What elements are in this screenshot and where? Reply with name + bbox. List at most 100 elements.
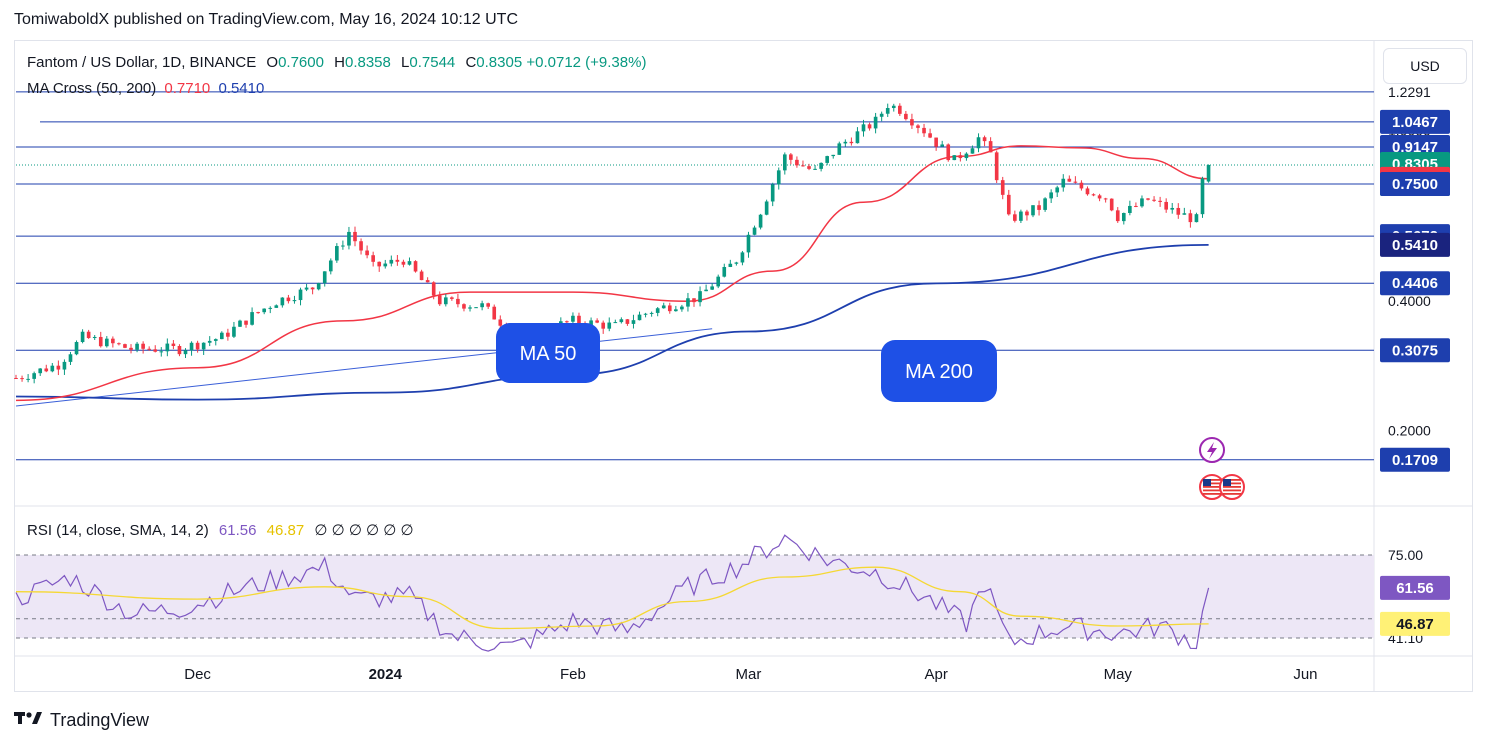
candle-body: [782, 154, 787, 171]
candle-body: [988, 141, 993, 153]
candle-body: [1158, 200, 1162, 202]
candle-body: [195, 342, 200, 350]
candle-body: [1140, 198, 1144, 207]
flag-stripe: [1203, 489, 1221, 492]
candle-body: [1128, 205, 1132, 214]
candle-body: [1194, 214, 1199, 223]
rsi-legend[interactable]: RSI (14, close, SMA, 14, 2) 61.56 46.87 …: [27, 521, 414, 539]
candle-body: [117, 343, 121, 345]
candle-body: [183, 350, 188, 355]
candle-body: [752, 227, 757, 235]
candle-body: [855, 131, 860, 144]
candle-body: [819, 162, 823, 169]
candle-body: [619, 319, 624, 323]
rsi-sma-line: [15, 566, 1209, 630]
candle-body: [728, 263, 733, 267]
time-axis-tick: Jun: [1293, 666, 1317, 683]
time-axis-tick: 2024: [369, 666, 403, 683]
candle-body: [879, 113, 884, 117]
ma50-annotation: MA 50: [520, 343, 577, 365]
candle-body: [419, 271, 424, 281]
ohlc-high-label: H: [334, 54, 345, 71]
level-price-label: 0.1709: [1392, 452, 1438, 469]
candle-body: [910, 119, 914, 126]
flag-stripe: [1223, 479, 1241, 481]
candle-body: [98, 336, 103, 347]
ma-cross-legend[interactable]: MA Cross (50, 200) 0.7710 0.5410: [27, 80, 264, 97]
level-price-label-bg: [1380, 109, 1450, 134]
candle-body: [256, 312, 260, 314]
rsi-sma-price-label: 46.87: [1396, 616, 1434, 633]
candle-body: [1025, 211, 1029, 216]
rsi-axis-tick: 75.00: [1388, 547, 1423, 563]
candle-body: [304, 287, 309, 290]
candle-body: [1134, 205, 1138, 207]
currency-button[interactable]: USD: [1383, 48, 1467, 84]
ma200-price-label: 0.5410: [1392, 237, 1438, 254]
candle-body: [934, 137, 938, 147]
ma200-annotation-bubble: [881, 340, 997, 402]
candle-body: [298, 289, 303, 301]
candle-body: [801, 165, 805, 167]
candle-body: [885, 108, 890, 114]
candle-body: [698, 291, 702, 303]
candle-body: [716, 276, 721, 287]
candle-body: [813, 168, 817, 170]
ohlc-high: 0.8358: [344, 54, 391, 71]
candle-body: [873, 116, 878, 129]
candle-body: [789, 154, 793, 160]
ma50-annotation-bubble: [496, 323, 600, 383]
candle-body: [1115, 210, 1120, 222]
candle-body: [661, 305, 666, 309]
candle-body: [347, 231, 351, 246]
ma200-value: 0.5410: [218, 80, 265, 97]
candle-body: [407, 261, 412, 265]
candle-body: [1061, 178, 1066, 188]
candle-body: [189, 342, 194, 351]
flag-canton: [1203, 479, 1211, 486]
candle-body: [1000, 180, 1005, 195]
candle-body: [268, 307, 273, 309]
candle-body: [244, 320, 248, 325]
candle-body: [226, 332, 230, 337]
price-axis-tick: 1.2291: [1388, 84, 1431, 100]
candle-body: [365, 250, 369, 256]
candle-body: [1006, 194, 1011, 215]
price-axis-tick: 0.4000: [1388, 293, 1431, 309]
candle-body: [795, 159, 799, 166]
candle-body: [976, 137, 981, 149]
candle-body: [764, 201, 769, 215]
candle-body: [928, 133, 932, 138]
candle-body: [643, 313, 648, 315]
rsi-sma-value: 46.87: [266, 522, 305, 539]
candle-body: [1109, 198, 1114, 211]
candle-body: [62, 361, 67, 370]
rsi-price-label-bg: [1380, 575, 1450, 600]
price-axis-tick: 0.2000: [1388, 422, 1431, 438]
candle-body: [916, 125, 920, 128]
candle-body: [20, 378, 24, 380]
candle-body: [104, 338, 109, 347]
candle-body: [310, 287, 315, 290]
flag-stripe: [1223, 489, 1241, 492]
level-price-label: 0.4406: [1392, 275, 1438, 292]
candle-body: [898, 105, 902, 114]
candle-body: [704, 289, 708, 292]
rsi-sma-price-label-bg: [1380, 611, 1450, 636]
candle-body: [56, 365, 61, 370]
candle-body: [861, 124, 866, 132]
candle-body: [825, 156, 829, 163]
candle-body: [613, 322, 618, 324]
candle-body: [274, 305, 279, 308]
symbol-name[interactable]: Fantom / US Dollar, 1D, BINANCE: [27, 54, 257, 71]
candle-body: [207, 340, 212, 343]
candle-body: [14, 377, 18, 379]
candle-body: [577, 315, 581, 324]
level-price-label-bg: [1380, 171, 1450, 196]
candle-body: [220, 332, 224, 340]
ma200-line: [15, 244, 1209, 401]
candle-body: [111, 338, 115, 344]
candle-body: [383, 263, 388, 267]
candle-body: [1200, 178, 1205, 215]
